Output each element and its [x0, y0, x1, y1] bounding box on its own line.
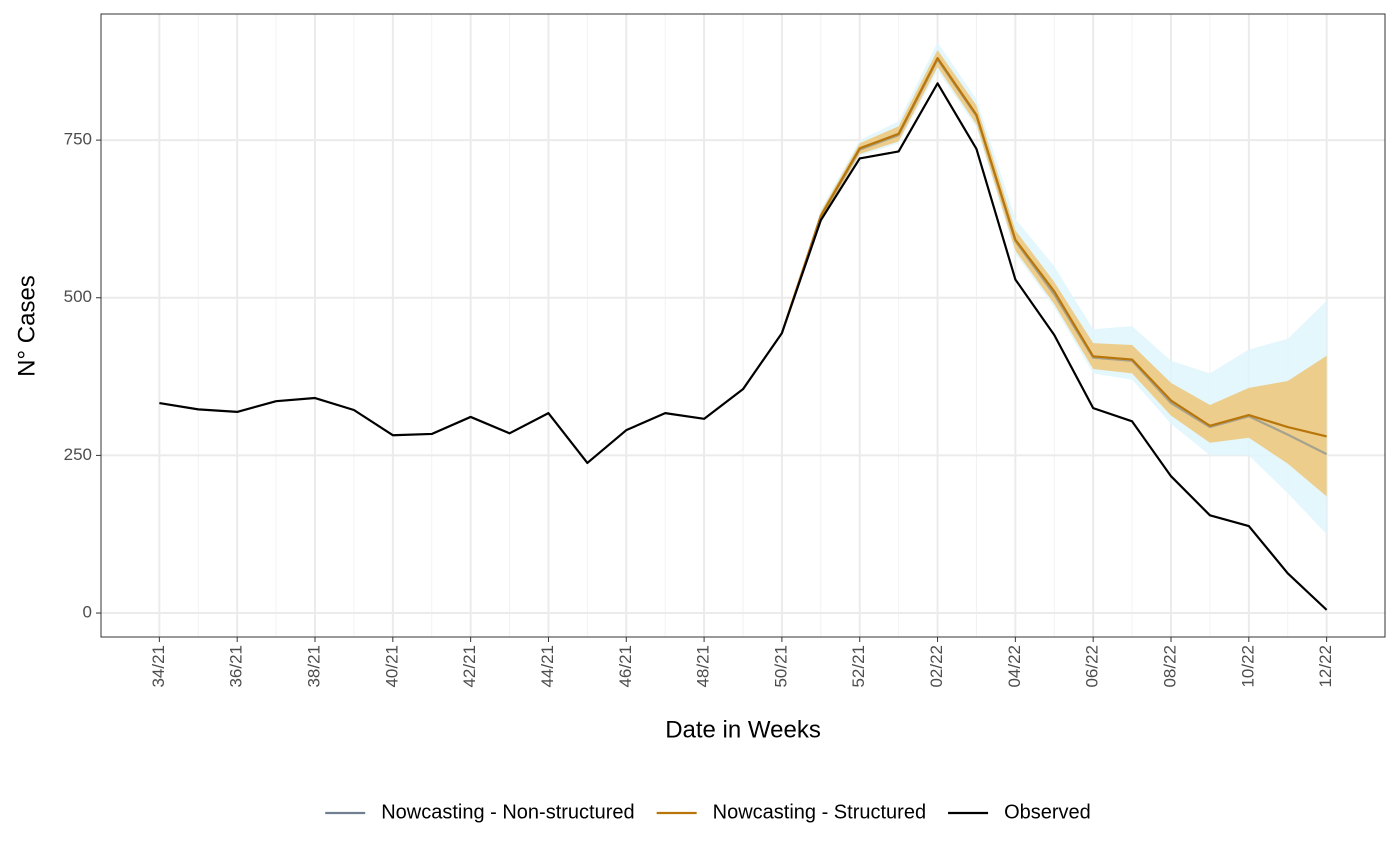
- x-tick-label: 12/22: [1316, 645, 1335, 688]
- x-tick-label: 42/21: [460, 645, 479, 688]
- x-tick-label: 52/21: [849, 645, 868, 688]
- y-axis-label: N° Cases: [13, 275, 40, 377]
- x-tick-label: 38/21: [304, 645, 323, 688]
- x-axis-label: Date in Weeks: [665, 716, 821, 743]
- x-tick-label: 50/21: [771, 645, 790, 688]
- y-tick-label: 0: [83, 603, 92, 622]
- x-tick-label: 34/21: [149, 645, 168, 688]
- x-tick-label: 04/22: [1005, 645, 1024, 688]
- y-tick-label: 750: [64, 130, 92, 149]
- y-tick-label: 500: [64, 287, 92, 306]
- legend-label: Nowcasting - Structured: [713, 801, 926, 823]
- x-tick-label: 36/21: [227, 645, 246, 688]
- plot-border: [100, 13, 1386, 638]
- series-line: [780, 58, 1328, 456]
- x-tick-label: 48/21: [694, 645, 713, 688]
- x-tick-label: 44/21: [538, 645, 557, 688]
- series-line: [159, 82, 1328, 611]
- legend-label: Nowcasting - Non-structured: [381, 801, 634, 823]
- legend-label: Observed: [1004, 801, 1091, 823]
- confidence-band: [781, 49, 1327, 497]
- x-tick-label: 46/21: [616, 645, 635, 688]
- x-tick-label: 08/22: [1160, 645, 1179, 688]
- y-tick-label: 250: [64, 445, 92, 464]
- x-tick-label: 02/22: [927, 645, 946, 688]
- legend: Nowcasting - Non-structured Nowcasting - …: [325, 801, 1091, 823]
- series-line: [780, 57, 1327, 438]
- x-tick-label: 40/21: [382, 645, 401, 688]
- x-tick-label: 06/22: [1083, 645, 1102, 688]
- x-tick-label: 10/22: [1238, 645, 1257, 688]
